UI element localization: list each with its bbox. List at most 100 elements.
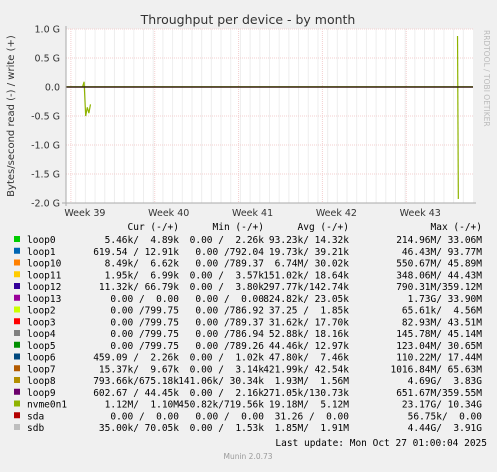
legend-value: 0.00 / 3.14k [190,364,265,375]
legend-header: Min (-/+) [213,222,264,233]
legend-value: 602.67 / 44.45k [93,388,179,399]
y-tick-label: -1.0 G [31,141,60,152]
legend-swatch [14,353,20,360]
legend-swatch [14,306,20,313]
legend-value: 348.06M/ 44.43M [396,270,482,281]
legend-value: 141.06k/ 30.34k [178,376,264,387]
x-tick-label: Week 43 [400,208,441,219]
legend-swatch [14,294,20,301]
legend-name: loop11 [27,270,62,281]
legend-value: 0.00 /799.75 [110,329,179,340]
legend-name: sda [27,411,44,422]
legend-name: loop7 [27,364,56,375]
legend-value: 0.00 /799.75 [110,341,179,352]
legend-value: 450.82k/719.56k [178,400,264,411]
legend-value: 52.88k/ 18.16k [269,329,349,340]
legend-value: 0.00 /786.94 [195,329,264,340]
legend-value: 459.09 / 2.26k [93,353,179,364]
legend-value: 0.00 / 0.00 [195,411,264,422]
legend-value: 19.73k/ 39.21k [269,247,349,258]
legend-value: 0.00 / 0.00 [110,411,179,422]
legend-swatch [14,247,20,254]
legend-value: 0.00 /789.26 [195,341,264,352]
nvme0n1-spike [456,35,459,199]
legend-header: Max (-/+) [431,222,482,233]
legend-value: 47.80k/ 7.46k [269,353,349,364]
y-tick-label: 1.0 G [35,25,61,36]
legend-value: 0.00 / 3.80k [190,282,265,293]
legend-value: 56.75k/ 0.00 [408,411,483,422]
legend-name: loop3 [27,317,56,328]
x-tick-label: Week 40 [148,208,189,219]
legend-value: 123.04M/ 30.65M [396,341,482,352]
legend-value: 1.12M/ 1.10M [105,400,180,411]
legend-value: 550.67M/ 45.89M [396,259,482,270]
y-tick-label: 0.0 [45,83,60,94]
legend-swatch [14,388,20,395]
legend-value: 15.37k/ 9.67k [99,364,179,375]
legend-name: nvme0n1 [27,400,67,411]
legend-value: 44.46k/ 12.97k [269,341,349,352]
legend-value: 4.44G/ 3.91G [408,423,483,434]
legend-value: 93.23k/ 14.32k [269,235,349,246]
y-tick-label: -2.0 G [31,199,60,210]
nvme0n1-spike [81,81,92,117]
legend-swatch [14,365,20,372]
legend-value: 6.74M/ 30.02k [275,259,350,270]
legend-value: 19.18M/ 5.12M [269,400,349,411]
legend-value: 82.93M/ 43.51M [402,317,482,328]
legend-value: 0.00 / 2.16k [190,388,265,399]
legend-value: 0.00 / 0.00 [110,294,179,305]
legend-swatch [14,412,20,419]
last-update: Last update: Mon Oct 27 01:00:04 2025 [275,438,487,449]
legend-swatch [14,271,20,278]
legend-value: 619.54 / 12.91k [93,247,179,258]
legend-swatch [14,424,20,430]
y-axis-label: Bytes/second read (-) / write (+) [6,35,17,197]
legend-value: 110.22M/ 17.44M [396,353,482,364]
legend-name: loop9 [27,388,56,399]
legend-value: 793.66k/675.18k [93,376,179,387]
legend-name: loop6 [27,353,56,364]
legend-swatch [14,283,20,289]
legend-swatch [14,377,20,383]
legend-value: 790.31M/359.12M [396,282,482,293]
legend-name: loop1 [27,247,56,258]
legend-value: 214.96M/ 33.06M [396,235,482,246]
legend-swatch [14,259,20,266]
legend-value: 65.61k/ 4.56M [402,306,482,317]
y-tick-label: -0.5 G [31,112,60,123]
legend-name: loop13 [27,294,61,305]
x-tick-label: Week 39 [64,208,105,219]
legend-value: 4.69G/ 3.83G [408,376,483,387]
legend-value: 0.00 / 1.02k [190,353,265,364]
legend-swatch [14,236,20,242]
legend-value: 145.78M/ 45.14M [396,329,482,340]
legend-value: 1016.84M/ 65.63M [390,364,482,375]
legend-name: loop8 [27,376,56,387]
legend-value: 0.00 / 3.57k [190,270,265,281]
legend-value: 35.00k/ 70.05k [99,423,179,434]
legend-value: 0.00 /799.75 [110,306,179,317]
y-tick-label: 0.5 G [35,54,61,65]
rrdtool-watermark: RRDTOOL / TOBI OETIKER [482,30,491,127]
legend-value: 271.05k/130.73k [263,388,349,399]
legend-value: 46.43M/ 93.77M [402,247,482,258]
legend-value: 1.73G/ 33.90M [408,294,483,305]
legend-value: 0.00 / 1.53k [190,423,265,434]
legend-swatch [14,318,20,325]
legend-name: loop2 [27,306,56,317]
legend-value: 0.00 /789.37 [195,259,264,270]
legend-value: 31.62k/ 17.70k [269,317,349,328]
legend-header: Cur (-/+) [128,222,179,233]
legend-swatch [14,330,20,336]
legend-name: loop4 [27,329,56,340]
legend-value: 8.49k/ 6.62k [105,259,180,270]
legend-value: 1.93M/ 1.56M [275,376,350,387]
legend-value: 151.02k/ 18.64k [263,270,349,281]
legend-value: 0.00 /792.04 [195,247,264,258]
legend-name: loop5 [27,341,56,352]
legend-value: 0.00 /789.37 [195,317,264,328]
